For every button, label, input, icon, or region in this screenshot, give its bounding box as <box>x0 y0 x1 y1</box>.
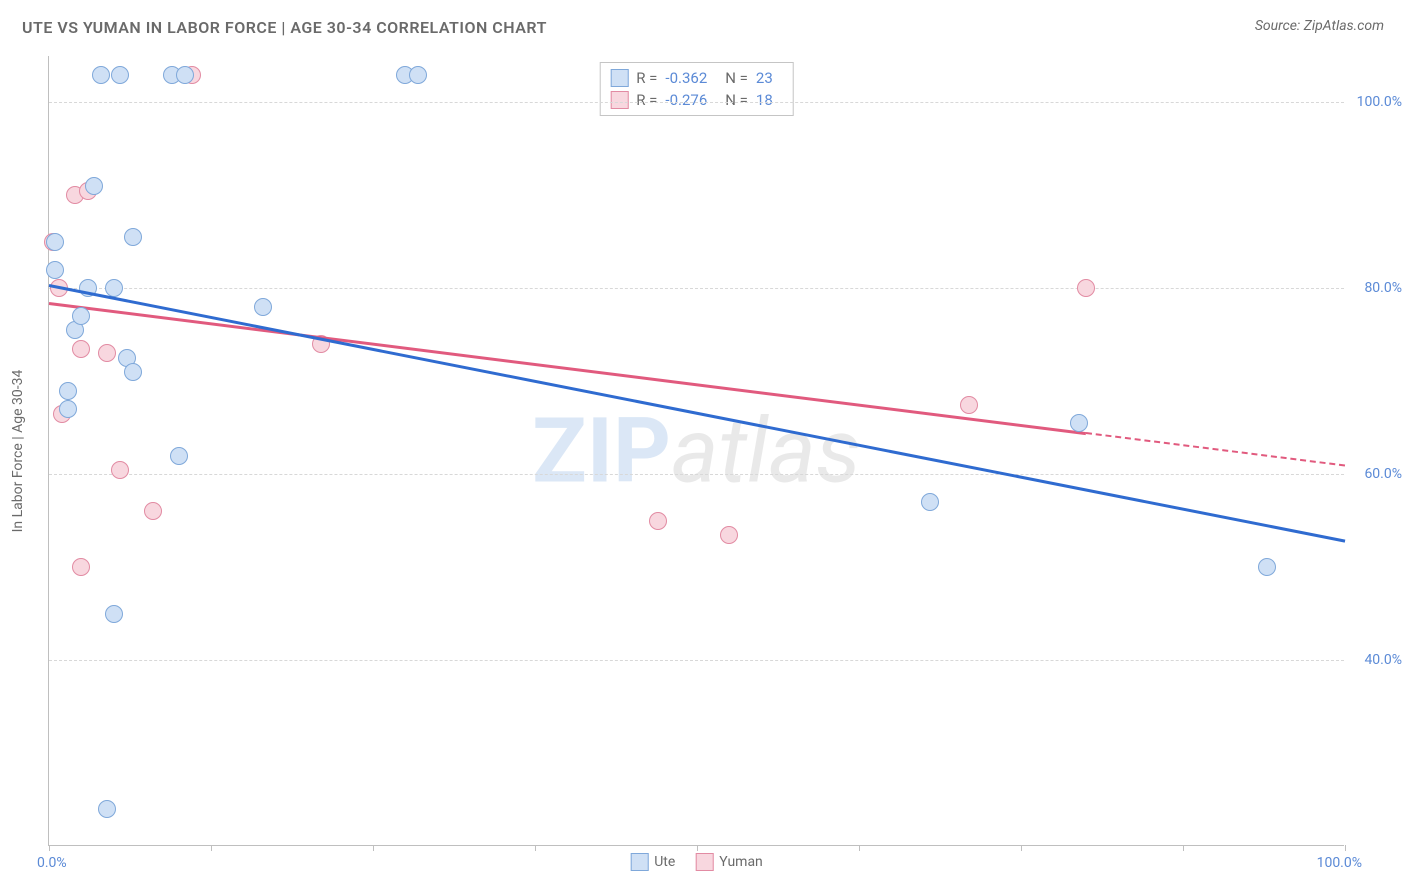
plot-container: In Labor Force | Age 30-34 ZIPatlas R = … <box>48 56 1388 846</box>
ute-point <box>46 261 64 279</box>
x-tick <box>535 845 536 851</box>
x-tick <box>49 845 50 851</box>
n-label: N = <box>725 69 748 87</box>
ute-point <box>176 66 194 84</box>
yuman-point <box>111 461 129 479</box>
legend-row-ute: R = -0.362 N = 23 <box>610 67 783 89</box>
r-label: R = <box>636 69 657 87</box>
yuman-point <box>720 526 738 544</box>
yuman-regression-dash <box>1086 432 1345 467</box>
legend-label-ute: Ute <box>654 854 675 870</box>
source-label: Source: ZipAtlas.com <box>1255 18 1384 34</box>
y-tick-label: 60.0% <box>1364 466 1402 482</box>
ute-point <box>254 298 272 316</box>
gridline <box>49 660 1344 661</box>
yuman-point <box>649 512 667 530</box>
chart-title: UTE VS YUMAN IN LABOR FORCE | AGE 30-34 … <box>22 18 547 37</box>
x-axis-min-label: 0.0% <box>37 855 67 871</box>
r-label: R = <box>636 91 657 109</box>
ute-point <box>409 66 427 84</box>
x-tick <box>1183 845 1184 851</box>
gridline <box>49 102 1344 103</box>
ute-point <box>124 363 142 381</box>
plot-area: ZIPatlas R = -0.362 N = 23 R = -0.276 N … <box>48 56 1344 846</box>
ute-r-value: -0.362 <box>665 69 707 87</box>
yuman-point <box>98 344 116 362</box>
y-axis-label: In Labor Force | Age 30-34 <box>10 370 26 533</box>
yuman-point <box>1077 279 1095 297</box>
ute-point <box>124 228 142 246</box>
y-tick-label: 80.0% <box>1364 280 1402 296</box>
x-tick <box>373 845 374 851</box>
x-tick <box>859 845 860 851</box>
y-tick-label: 100.0% <box>1357 94 1402 110</box>
ute-point <box>85 177 103 195</box>
ute-point <box>921 493 939 511</box>
ute-point <box>1258 558 1276 576</box>
ute-n-value: 23 <box>756 69 773 87</box>
x-tick <box>697 845 698 851</box>
ute-point <box>59 400 77 418</box>
gridline <box>49 288 1344 289</box>
ute-point <box>170 447 188 465</box>
x-tick <box>1021 845 1022 851</box>
ute-point <box>92 66 110 84</box>
correlation-legend: R = -0.362 N = 23 R = -0.276 N = 18 <box>599 62 794 116</box>
yuman-point <box>72 340 90 358</box>
ute-regression-line <box>49 284 1346 543</box>
ute-point <box>46 233 64 251</box>
legend-label-yuman: Yuman <box>719 854 762 870</box>
n-label: N = <box>725 91 748 109</box>
legend-swatch-yuman <box>610 91 628 109</box>
yuman-n-value: 18 <box>756 91 773 109</box>
legend-swatch-yuman <box>695 853 713 871</box>
y-tick-label: 40.0% <box>1364 652 1402 668</box>
legend-item-ute: Ute <box>630 853 675 871</box>
yuman-point <box>72 558 90 576</box>
yuman-r-value: -0.276 <box>665 91 707 109</box>
yuman-regression-line <box>49 302 1086 435</box>
ute-point <box>98 800 116 818</box>
watermark-left: ZIP <box>532 398 671 503</box>
ute-point <box>105 605 123 623</box>
ute-point <box>1070 414 1088 432</box>
x-axis-max-label: 100.0% <box>1317 855 1362 871</box>
legend-item-yuman: Yuman <box>695 853 762 871</box>
gridline <box>49 474 1344 475</box>
legend-swatch-ute <box>630 853 648 871</box>
ute-point <box>111 66 129 84</box>
ute-point <box>59 382 77 400</box>
series-legend: Ute Yuman <box>630 853 763 871</box>
legend-swatch-ute <box>610 69 628 87</box>
yuman-point <box>144 502 162 520</box>
x-tick <box>211 845 212 851</box>
legend-row-yuman: R = -0.276 N = 18 <box>610 89 783 111</box>
ute-point <box>72 307 90 325</box>
yuman-point <box>960 396 978 414</box>
x-tick <box>1345 845 1346 851</box>
